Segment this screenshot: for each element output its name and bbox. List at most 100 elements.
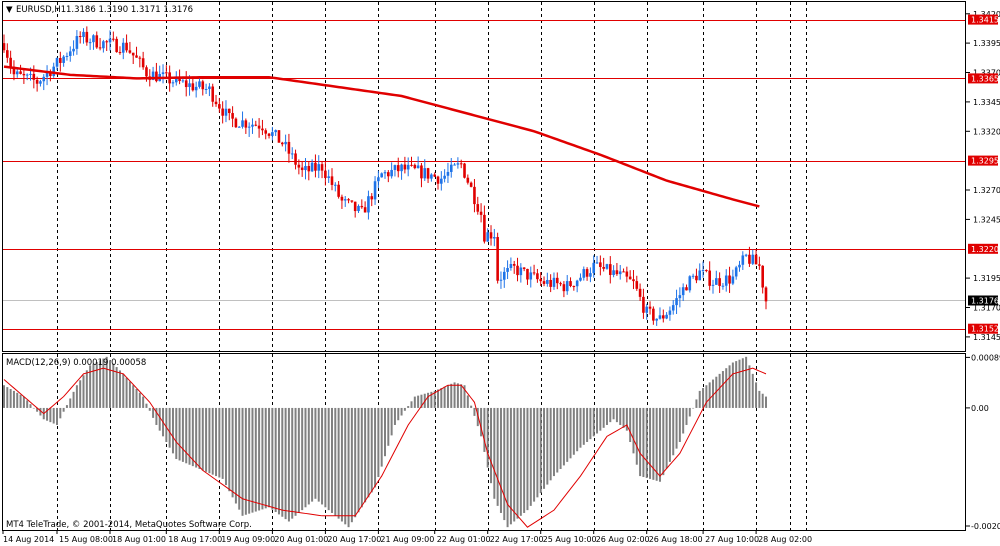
candle-body <box>519 267 523 276</box>
macd-bar <box>393 407 396 425</box>
macd-bar <box>738 359 741 408</box>
candle-body <box>675 298 678 306</box>
macd-bar <box>198 407 201 469</box>
candle-body <box>85 31 89 43</box>
macd-bar <box>658 407 661 482</box>
macd-bar <box>89 365 92 408</box>
macd-bar <box>417 395 420 408</box>
macd-bar <box>268 407 271 508</box>
menu-arrow-icon[interactable]: ▼ <box>6 5 13 15</box>
macd-bar <box>155 407 158 425</box>
macd-bar <box>72 391 75 408</box>
candle-body <box>522 267 526 269</box>
macd-bar <box>122 373 125 408</box>
macd-bar <box>165 407 168 442</box>
candle-body <box>695 275 698 281</box>
macd-bar <box>274 407 277 513</box>
candle-body <box>542 281 546 284</box>
macd-bar <box>480 407 483 437</box>
candle-body <box>95 35 99 48</box>
macd-bar <box>105 356 108 408</box>
macd-bar <box>360 407 363 508</box>
current-price-box <box>968 295 998 306</box>
macd-bar <box>579 407 582 448</box>
macd-bar <box>599 407 602 431</box>
macd-bar <box>95 361 98 408</box>
candle-body <box>403 164 407 170</box>
level-label: 1.3152 <box>971 325 999 334</box>
macd-bar <box>443 386 446 408</box>
candle-body <box>294 153 297 165</box>
macd-bar <box>400 407 403 416</box>
candle-body <box>55 58 59 67</box>
candle-body <box>304 165 307 171</box>
macd-bar <box>29 404 32 408</box>
time-tick-label: 26 Aug 18:00 <box>649 535 703 544</box>
macd-bar <box>238 407 241 510</box>
macd-bar <box>549 407 552 481</box>
candle-body <box>155 71 158 82</box>
candle-body <box>72 48 75 52</box>
candle-body <box>579 277 582 281</box>
macd-bar <box>685 407 688 425</box>
macd-bar <box>390 407 393 436</box>
macd-bar <box>3 385 5 408</box>
candle-body <box>227 108 231 114</box>
macd-bar <box>503 407 506 521</box>
macd-bar <box>62 407 65 412</box>
candle-body <box>738 264 741 268</box>
macd-bar <box>254 407 257 512</box>
candle-body <box>678 295 682 299</box>
candle-body <box>330 176 334 185</box>
macd-bar <box>59 407 62 419</box>
macd-bar <box>132 385 135 408</box>
candle-body <box>559 283 562 285</box>
macd-bar <box>374 407 377 488</box>
macd-bar <box>420 394 423 408</box>
candle-body <box>343 199 347 201</box>
candle-body <box>88 42 92 44</box>
macd-bar <box>562 407 565 466</box>
candle-body <box>526 268 529 280</box>
macd-bar <box>171 407 174 454</box>
candle-body <box>705 270 708 272</box>
macd-bar <box>516 407 519 519</box>
candle-body <box>105 41 108 43</box>
candle-body <box>506 268 509 272</box>
macd-bar <box>354 407 357 518</box>
macd-bar <box>539 407 542 494</box>
candle-body <box>430 174 433 179</box>
macd-bar <box>397 407 400 421</box>
macd-bar <box>9 389 12 408</box>
macd-bar <box>566 407 569 462</box>
macd-bar <box>82 375 85 408</box>
macd-bar <box>16 392 19 408</box>
candle-body <box>546 279 549 284</box>
main-pane[interactable] <box>2 1 966 352</box>
macd-bar <box>721 371 724 408</box>
candle-body <box>198 81 201 87</box>
candle-body <box>539 279 543 282</box>
candle-body <box>340 196 344 201</box>
macd-bar <box>304 407 307 508</box>
macd-bar <box>367 407 370 498</box>
candle-body <box>691 275 695 277</box>
candle-body <box>685 287 688 291</box>
candle-body <box>357 205 360 212</box>
macd-bar <box>208 407 211 474</box>
macd-bar <box>490 407 493 484</box>
macd-tick-label: 0.00 <box>971 404 989 413</box>
macd-bar <box>311 407 314 502</box>
candle-body <box>22 73 26 76</box>
candle-body <box>324 170 327 178</box>
candle-body <box>529 272 533 280</box>
candle-body <box>724 275 728 286</box>
candle-body <box>456 163 460 165</box>
macd-bar <box>224 407 227 486</box>
candle-body <box>15 71 19 75</box>
candle-body <box>592 262 596 274</box>
candle-body <box>310 162 314 172</box>
macd-bar <box>751 373 754 408</box>
macd-bar <box>463 385 466 408</box>
